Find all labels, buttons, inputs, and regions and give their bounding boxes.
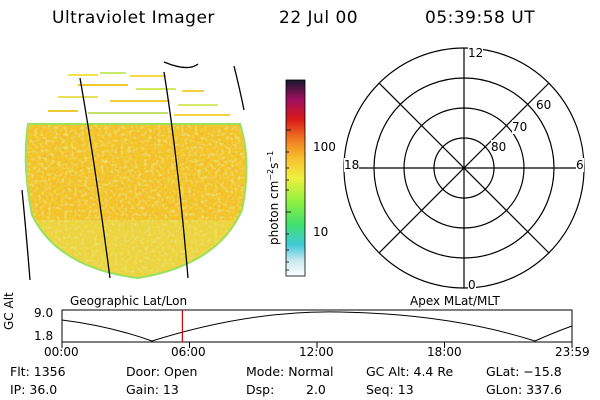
color-scale [285, 79, 306, 277]
mlat-label-60: 60 [536, 98, 552, 112]
mlt-label-12: 12 [468, 46, 484, 60]
time-tick-2: 12:00 [299, 345, 334, 359]
gain-value: Gain: 13 [126, 382, 179, 397]
mlt-label-0: 0 [468, 278, 476, 292]
date-label: 22 Jul 00 [279, 8, 359, 28]
geo-latitude: GLat: −15.8 [486, 364, 562, 379]
mlt-label-18: 18 [344, 158, 360, 172]
polar-plot [343, 47, 585, 289]
mlt-label-6: 6 [576, 158, 584, 172]
geographic-panel-label: Geographic Lat/Lon [70, 294, 188, 308]
time-tick-4: 23:59 [555, 345, 590, 359]
mlat-label-70: 70 [512, 120, 528, 134]
apex-panel-label: Apex MLat/MLT [410, 294, 500, 308]
dsp-value: 2.0 [306, 382, 326, 397]
uv-image-panel [21, 61, 248, 281]
altitude-min-label: 1.8 [34, 329, 54, 343]
time-tick-1: 06:00 [171, 345, 206, 359]
instrument-title: Ultraviolet Imager [52, 8, 215, 28]
mlat-label-80: 80 [491, 140, 507, 154]
time-tick-3: 18:00 [427, 345, 462, 359]
colorbar-unit-label: photon cm−2s−1 [266, 150, 281, 245]
time-tick-0: 00:00 [44, 345, 79, 359]
limb-noise [48, 72, 230, 116]
time-label: 05:39:58 UT [425, 8, 536, 28]
flight-number: Flt: 1356 [10, 364, 66, 379]
geo-graticule [21, 61, 245, 281]
altitude-max-label: 9.0 [34, 306, 54, 320]
altitude-axis-label: GC Alt [2, 292, 16, 330]
disk-edge [24, 123, 248, 280]
altitude-curve [61, 311, 573, 342]
sequence-number: Seq: 13 [366, 382, 414, 397]
altitude-timeline [61, 309, 573, 348]
uv-disk [25, 124, 247, 278]
colorbar-tick-100: 100 [313, 140, 336, 154]
door-status: Door: Open [126, 364, 198, 379]
mode-status: Mode: Normal [246, 364, 334, 379]
colorbar-tick-10: 10 [313, 225, 329, 239]
ip-value: IP: 36.0 [10, 382, 58, 397]
dsp-label: Dsp: [246, 382, 275, 397]
geo-longitude: GLon: 337.6 [486, 382, 562, 397]
gc-altitude: GC Alt: 4.4 Re [366, 364, 454, 379]
